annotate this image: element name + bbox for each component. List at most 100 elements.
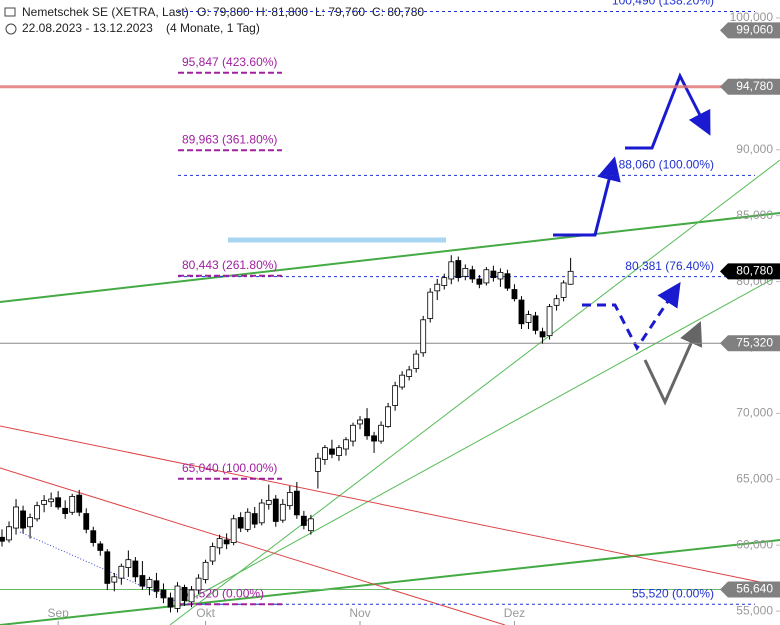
fib-label: 80,381 (76.40%) bbox=[625, 259, 714, 273]
candle-body bbox=[48, 498, 55, 503]
candle-body bbox=[532, 315, 539, 331]
candle-body bbox=[420, 319, 427, 354]
candle-body bbox=[567, 270, 574, 285]
trend-line bbox=[0, 425, 761, 583]
candle-body bbox=[104, 551, 111, 584]
candle-body bbox=[272, 498, 279, 522]
candle-body bbox=[27, 517, 33, 528]
drawings bbox=[0, 72, 780, 625]
candle-body bbox=[406, 369, 413, 377]
candle-body bbox=[322, 447, 328, 460]
arrow bbox=[553, 156, 621, 237]
candle-body bbox=[251, 513, 258, 525]
candle-body bbox=[258, 502, 265, 524]
x-tick-label: Okt bbox=[196, 606, 215, 620]
fib-label: 55,520 (0.00%) bbox=[182, 586, 264, 600]
candle-body bbox=[553, 298, 560, 306]
candle-body bbox=[546, 306, 553, 337]
fib-label: 65,040 (100.00%) bbox=[182, 461, 277, 475]
candle-body bbox=[350, 424, 356, 442]
candle-body bbox=[20, 510, 26, 529]
candle-body bbox=[202, 561, 209, 580]
candle-body bbox=[336, 447, 342, 456]
fib-label: 80,443 (261.80%) bbox=[182, 258, 277, 272]
candle-body bbox=[34, 505, 40, 520]
y-tick-label: 90,000 bbox=[736, 142, 773, 156]
price-tag bbox=[720, 22, 780, 39]
candle-body bbox=[223, 539, 230, 545]
candle-body bbox=[385, 406, 392, 427]
candle-body bbox=[230, 518, 237, 543]
date-range: 22.08.2023 - 13.12.2023 bbox=[22, 21, 153, 35]
candle-body bbox=[357, 419, 363, 425]
stat: C: 80,780 bbox=[372, 5, 424, 19]
price-tag-label: 56,640 bbox=[736, 582, 773, 596]
period: (4 Monate, 1 Tag) bbox=[166, 21, 260, 35]
price-tag bbox=[720, 335, 780, 352]
candle-body bbox=[371, 435, 377, 442]
candle-body bbox=[216, 538, 223, 549]
candle-body bbox=[279, 503, 286, 521]
candle-body bbox=[118, 565, 125, 579]
candle-body bbox=[111, 576, 118, 583]
price-tag bbox=[720, 263, 780, 280]
x-tick-label: Nov bbox=[349, 606, 370, 620]
price-tag-label: 75,320 bbox=[736, 335, 773, 349]
arrow bbox=[643, 321, 703, 406]
candle-body bbox=[97, 543, 104, 551]
fib-label: 95,847 (423.60%) bbox=[182, 55, 277, 69]
title: Nemetschek SE (XETRA, Last) bbox=[22, 5, 189, 19]
candle-body bbox=[490, 270, 497, 279]
candle-body bbox=[0, 536, 5, 542]
candle-body bbox=[525, 314, 532, 323]
candle-body bbox=[300, 515, 307, 526]
candle-body bbox=[504, 273, 511, 289]
y-tick-label: 65,000 bbox=[736, 471, 773, 485]
candle-body bbox=[41, 499, 48, 505]
candle-body bbox=[364, 418, 370, 437]
candle-body bbox=[539, 331, 546, 338]
candle-body bbox=[497, 271, 504, 280]
candle-body bbox=[434, 283, 441, 292]
trend-line bbox=[0, 212, 780, 303]
candle-body bbox=[441, 277, 448, 286]
candle-body bbox=[55, 497, 62, 508]
x-tick-label: Dez bbox=[504, 606, 525, 620]
candle-body bbox=[139, 575, 146, 587]
candle-body bbox=[62, 507, 69, 514]
candle-body bbox=[399, 374, 406, 388]
candle-body bbox=[209, 546, 216, 562]
icon bbox=[4, 7, 16, 17]
candle-body bbox=[462, 268, 469, 277]
arrow bbox=[625, 72, 711, 150]
trend-line bbox=[179, 274, 780, 606]
y-tick-label: 55,000 bbox=[736, 603, 773, 617]
candle-body bbox=[469, 269, 476, 280]
candle-body bbox=[125, 559, 132, 569]
candle-body bbox=[392, 385, 399, 406]
candle-body bbox=[76, 494, 83, 513]
y-tick-label: 70,000 bbox=[736, 406, 773, 420]
candle-body bbox=[90, 530, 97, 543]
icon bbox=[5, 23, 17, 35]
stat: O: 79,800 bbox=[197, 5, 250, 19]
candle-body bbox=[181, 586, 188, 601]
candle-body bbox=[511, 289, 518, 300]
candle-body bbox=[13, 506, 19, 529]
candle-body bbox=[237, 517, 244, 529]
trend-line bbox=[19, 531, 179, 603]
candle-body bbox=[153, 580, 160, 592]
candle-body bbox=[6, 526, 12, 541]
candle-body bbox=[413, 353, 420, 369]
candle-body bbox=[174, 585, 181, 609]
candle-body bbox=[146, 579, 153, 588]
trend-line bbox=[0, 467, 506, 625]
candle-body bbox=[167, 597, 174, 608]
candle-body bbox=[160, 589, 167, 599]
candle-body bbox=[314, 457, 321, 472]
price-tag-label: 94,780 bbox=[736, 79, 773, 93]
candle-body bbox=[293, 490, 300, 516]
fib-label: 89,963 (361.80%) bbox=[182, 132, 277, 146]
candle-body bbox=[476, 278, 483, 285]
